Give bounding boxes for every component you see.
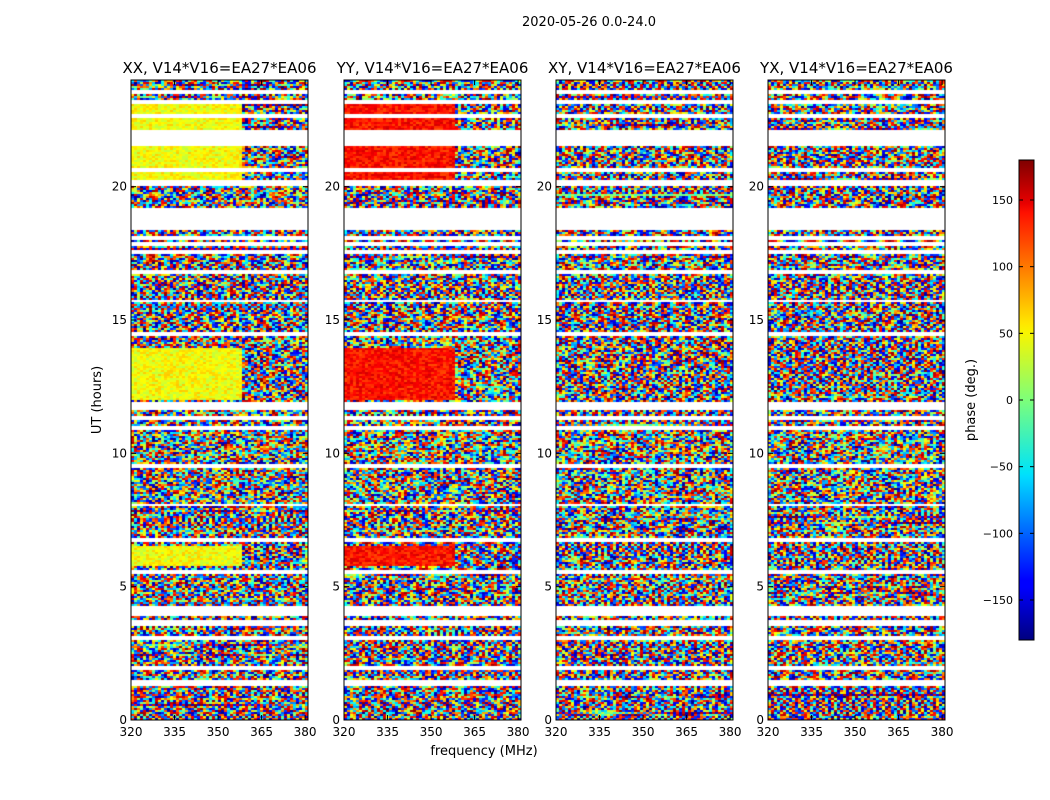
- x-tick-label: 365: [675, 725, 698, 739]
- panel-xx: XX, V14*V16=EA27*EA06 320 335 350 365 380 0 5 10…: [112, 59, 317, 739]
- y-tick-label: 10: [112, 446, 127, 460]
- panel-yy: YY, V14*V16=EA27*EA06 320 335 350 365 380 0 5 10…: [325, 59, 530, 739]
- x-tick-label: 335: [800, 725, 823, 739]
- panel-title: XY, V14*V16=EA27*EA06: [548, 59, 741, 77]
- colorbar-ticks: −150 −100 −50 0 50 100 150: [983, 194, 1034, 607]
- x-tick-label: 320: [545, 725, 568, 739]
- y-tick-label: 10: [749, 446, 764, 460]
- colorbar-tick-label: 150: [992, 194, 1013, 207]
- panel-xy: XY, V14*V16=EA27*EA06 320 335 350 365 380 0 5 10…: [537, 59, 742, 739]
- y-tick-label: 0: [756, 713, 764, 727]
- x-tick-label: 320: [757, 725, 780, 739]
- y-tick-label: 0: [332, 713, 340, 727]
- y-tick-label: 10: [325, 446, 340, 460]
- panel-frame: [343, 79, 522, 721]
- phase-heatmap-image: [768, 80, 945, 720]
- x-tick-label: 365: [887, 725, 910, 739]
- y-tick-label: 0: [119, 713, 127, 727]
- colorbar-tick-label: −150: [983, 594, 1013, 607]
- figure-suptitle: 2020-05-26 0.0-24.0: [522, 15, 656, 30]
- y-tick-label: 15: [749, 313, 764, 327]
- colorbar-tick-label: 100: [992, 261, 1013, 274]
- x-tick-label: 350: [420, 725, 443, 739]
- panel-frame: [555, 79, 734, 721]
- phase-heatmap-image: [556, 80, 733, 720]
- y-tick-label: 0: [544, 713, 552, 727]
- y-tick-label: 20: [325, 180, 340, 194]
- y-axis-label: UT (hours): [90, 366, 105, 434]
- phase-heatmap-image: [344, 80, 521, 720]
- x-tick-label: 380: [507, 725, 530, 739]
- x-tick-label: 320: [333, 725, 356, 739]
- x-tick-label: 335: [163, 725, 186, 739]
- y-tick-label: 5: [756, 580, 764, 594]
- panel-title: YY, V14*V16=EA27*EA06: [336, 59, 529, 77]
- y-tick-label: 15: [537, 313, 552, 327]
- x-tick-label: 350: [207, 725, 230, 739]
- phase-heatmap-image: [131, 80, 308, 720]
- colorbar-tick-label: 50: [999, 327, 1013, 340]
- y-tick-label: 20: [537, 180, 552, 194]
- y-tick-label: 15: [325, 313, 340, 327]
- x-tick-label: 335: [376, 725, 399, 739]
- panel-title: YX, V14*V16=EA27*EA06: [759, 59, 953, 77]
- panel-frame: [130, 79, 309, 721]
- colorbar-tick-label: −100: [983, 527, 1013, 540]
- x-tick-label: 365: [250, 725, 273, 739]
- colorbar-tick-label: 0: [1006, 394, 1013, 407]
- x-tick-label: 380: [719, 725, 742, 739]
- y-tick-label: 15: [112, 313, 127, 327]
- x-tick-label: 365: [463, 725, 486, 739]
- y-tick-label: 20: [112, 180, 127, 194]
- colorbar-label: phase (deg.): [964, 359, 979, 441]
- x-tick-label: 350: [632, 725, 655, 739]
- colorbar-tick-label: −50: [990, 461, 1013, 474]
- heatmap-panels: XX, V14*V16=EA27*EA06 320 335 350 365 380 0 5 10…: [112, 59, 954, 739]
- x-axis-label: frequency (MHz): [430, 744, 537, 759]
- x-tick-label: 320: [120, 725, 143, 739]
- y-tick-label: 5: [544, 580, 552, 594]
- panel-yx: YX, V14*V16=EA27*EA06 320 335 350 365 380 0 5 10…: [749, 59, 954, 739]
- phase-colorbar: −150 −100 −50 0 50 100 150 phase (deg.): [964, 159, 1035, 641]
- y-tick-label: 5: [119, 580, 127, 594]
- y-tick-label: 10: [537, 446, 552, 460]
- panel-frame: [767, 79, 946, 721]
- panel-title: XX, V14*V16=EA27*EA06: [122, 59, 316, 77]
- x-tick-label: 350: [844, 725, 867, 739]
- y-tick-label: 20: [749, 180, 764, 194]
- x-tick-label: 335: [588, 725, 611, 739]
- x-tick-label: 380: [294, 725, 317, 739]
- x-tick-label: 380: [931, 725, 954, 739]
- y-tick-label: 5: [332, 580, 340, 594]
